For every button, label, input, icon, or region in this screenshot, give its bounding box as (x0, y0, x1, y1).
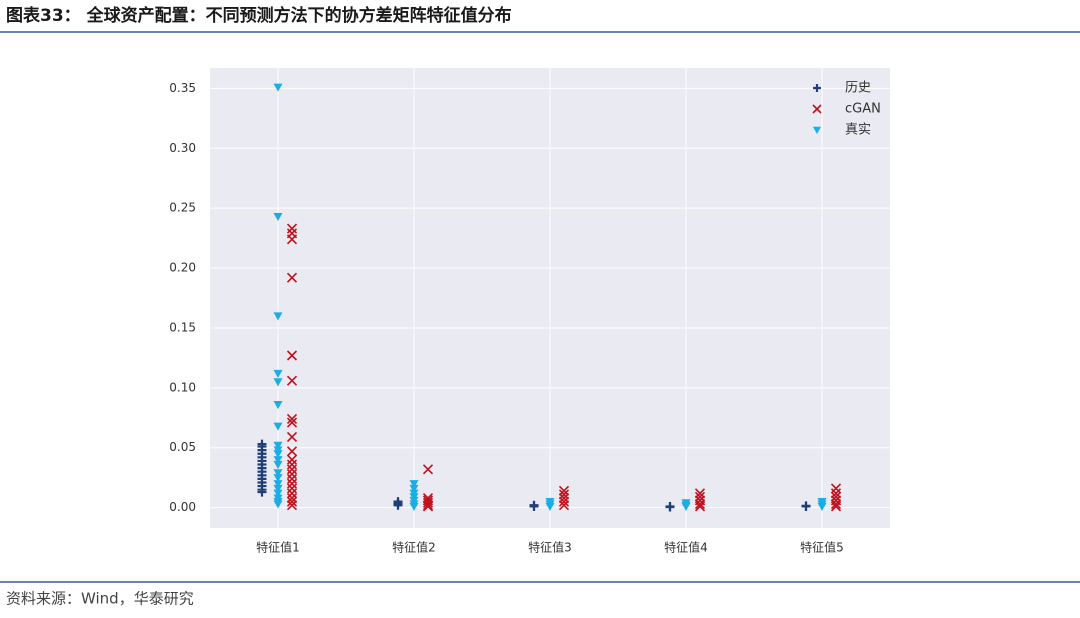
legend-marker (812, 104, 822, 114)
y-tick-label: 0.35 (169, 81, 196, 95)
point (422, 497, 434, 508)
point (273, 456, 283, 465)
point (286, 413, 298, 425)
x-tick-label: 特征值4 (664, 540, 708, 555)
point (681, 502, 691, 511)
point (830, 483, 842, 494)
page-title: 图表33： 全球资产配置：不同预测方法下的协方差矩阵特征值分布 (6, 5, 512, 26)
point (286, 417, 298, 428)
point (694, 488, 706, 499)
point (273, 83, 283, 92)
point (257, 487, 267, 497)
point (286, 223, 298, 234)
y-tick-label: 0.05 (169, 440, 196, 454)
point (409, 484, 419, 493)
point (286, 272, 298, 283)
point (286, 478, 298, 489)
legend-label: cGAN (845, 102, 881, 117)
point (286, 375, 298, 386)
point (422, 501, 434, 512)
point (273, 312, 283, 321)
point (558, 496, 570, 507)
point (422, 492, 434, 504)
point (286, 492, 298, 504)
point (801, 501, 811, 511)
legend-label: 真实 (845, 123, 871, 138)
point (830, 501, 842, 512)
x-tick-label: 特征值1 (256, 540, 300, 555)
point (286, 431, 298, 443)
point (665, 502, 675, 512)
point (694, 501, 706, 512)
y-tick-label: 0.25 (169, 201, 196, 215)
point (422, 500, 434, 511)
point (409, 502, 419, 511)
y-tick-label: 0.30 (169, 141, 196, 155)
point (558, 492, 570, 504)
point (286, 446, 298, 457)
point (286, 234, 298, 245)
point (286, 464, 298, 475)
point (273, 369, 283, 378)
point (273, 422, 283, 431)
point (286, 483, 298, 494)
point (286, 496, 298, 507)
point (273, 480, 283, 489)
point (558, 489, 570, 500)
point (529, 501, 539, 511)
point (273, 378, 283, 387)
legend-label: 历史 (845, 81, 871, 96)
point (273, 401, 283, 410)
point (286, 454, 298, 465)
point (286, 473, 298, 484)
point (286, 500, 298, 511)
point (273, 484, 283, 493)
point (558, 500, 570, 511)
point (286, 469, 298, 480)
point (694, 491, 706, 502)
x-tick-label: 特征值3 (528, 540, 572, 555)
x-tick-label: 特征值5 (800, 540, 844, 555)
point (558, 485, 570, 496)
legend-marker (813, 126, 821, 134)
point (273, 489, 283, 498)
point (409, 480, 419, 489)
point (273, 212, 283, 222)
point (286, 350, 298, 361)
point (393, 500, 403, 510)
y-tick-label: 0.20 (169, 261, 196, 275)
plot: 0.00 0.05 0.10 0.15 0.20 0.25 0.30 0.35 特征值1 特征值2… (169, 68, 890, 555)
point (830, 491, 842, 502)
point (286, 488, 298, 499)
point (830, 498, 842, 510)
point (422, 464, 434, 475)
point (694, 498, 706, 510)
point (273, 460, 283, 470)
legend-marker (813, 84, 821, 92)
point (273, 450, 283, 459)
point (817, 502, 827, 511)
x-tick-label: 特征值2 (392, 540, 436, 555)
y-tick-label: 0.00 (169, 500, 196, 514)
point (273, 469, 283, 478)
y-tick-label: 0.15 (169, 320, 196, 334)
point (273, 474, 283, 483)
point (273, 500, 283, 509)
point (545, 502, 555, 511)
source-note: 资料来源：Wind，华泰研究 (6, 590, 194, 608)
point (273, 441, 283, 450)
point (286, 459, 298, 470)
y-tick-label: 0.10 (169, 380, 196, 394)
point (830, 488, 842, 499)
